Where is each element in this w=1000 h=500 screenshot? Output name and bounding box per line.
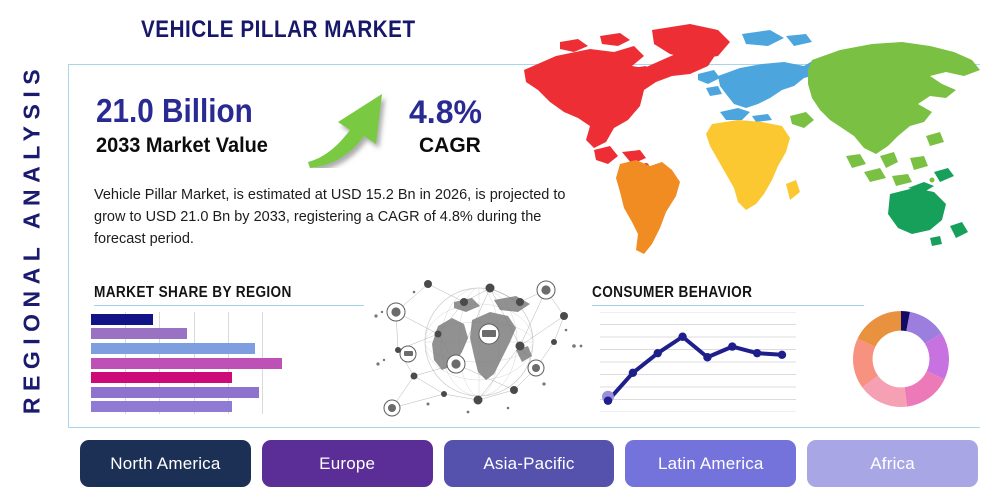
bar-fill bbox=[91, 401, 233, 413]
line-data-point bbox=[628, 368, 638, 378]
region-chip-africa[interactable]: Africa bbox=[807, 440, 978, 487]
globe-network-icon bbox=[368, 272, 590, 422]
donut-segment bbox=[904, 371, 945, 407]
donut-segment bbox=[853, 338, 879, 388]
bar-fill bbox=[91, 357, 282, 369]
side-rail: REGIONAL ANALYSIS bbox=[0, 0, 62, 500]
consumer-distribution-donut-chart bbox=[852, 310, 950, 408]
bar-fill bbox=[91, 328, 188, 340]
market-description: Vehicle Pillar Market, is estimated at U… bbox=[94, 187, 566, 247]
bar-fill bbox=[91, 313, 153, 325]
donut-segment bbox=[901, 311, 910, 332]
bar-fill bbox=[91, 342, 255, 354]
page-title: VEHICLE PILLAR MARKET bbox=[141, 16, 416, 43]
line-chart-svg bbox=[600, 311, 796, 413]
bar-row bbox=[91, 313, 153, 325]
line-data-point bbox=[728, 342, 737, 351]
region-chip-europe[interactable]: Europe bbox=[261, 440, 433, 487]
donut-segment bbox=[906, 311, 942, 344]
cagr-figure: 4.8% bbox=[409, 94, 482, 130]
donut-segment bbox=[924, 333, 949, 380]
market-share-bar-chart bbox=[91, 312, 296, 414]
bar-row bbox=[91, 372, 233, 384]
region-chip-north-america[interactable]: North America bbox=[80, 440, 251, 487]
line-data-point bbox=[752, 348, 762, 358]
region-button-bar: North America Europe Asia-Pacific Latin Ame… bbox=[80, 440, 978, 487]
region-chip-latin-america[interactable]: Latin America bbox=[625, 440, 797, 487]
bar-fill bbox=[91, 372, 233, 384]
line-data-point bbox=[653, 348, 662, 358]
world-map-icon bbox=[494, 16, 990, 262]
bar-row bbox=[91, 342, 255, 354]
line-series-path bbox=[606, 334, 784, 403]
market-share-heading: MARKET SHARE BY REGION bbox=[94, 284, 292, 301]
market-value-label: 2033 Market Value bbox=[96, 134, 268, 157]
market-value-figure: 21.0 Billion bbox=[96, 92, 253, 129]
consumer-behavior-rule bbox=[592, 305, 864, 306]
donut-svg bbox=[853, 311, 949, 407]
bar-row bbox=[91, 328, 188, 340]
side-rail-label: REGIONAL ANALYSIS bbox=[18, 62, 45, 415]
line-data-point bbox=[678, 332, 687, 341]
donut-segment bbox=[857, 311, 901, 347]
line-data-point bbox=[703, 353, 712, 362]
consumer-behavior-heading: CONSUMER BEHAVIOR bbox=[592, 284, 753, 301]
bar-fill bbox=[91, 386, 260, 398]
bar-row bbox=[91, 401, 233, 413]
region-chip-asia-pacific[interactable]: Asia-Pacific bbox=[443, 440, 615, 487]
donut-segment bbox=[862, 375, 908, 407]
bar-row bbox=[91, 386, 260, 398]
growth-arrow-icon bbox=[302, 88, 392, 168]
kpi-row: 21.0 Billion 2033 Market Value 4.8% CAGR bbox=[96, 92, 516, 172]
line-data-point bbox=[777, 350, 787, 359]
content-card bbox=[68, 64, 980, 428]
market-share-rule bbox=[94, 305, 364, 306]
consumer-behavior-line-chart bbox=[600, 311, 796, 413]
cagr-label: CAGR bbox=[419, 134, 481, 157]
line-data-point bbox=[603, 396, 613, 405]
bar-row bbox=[91, 357, 282, 369]
